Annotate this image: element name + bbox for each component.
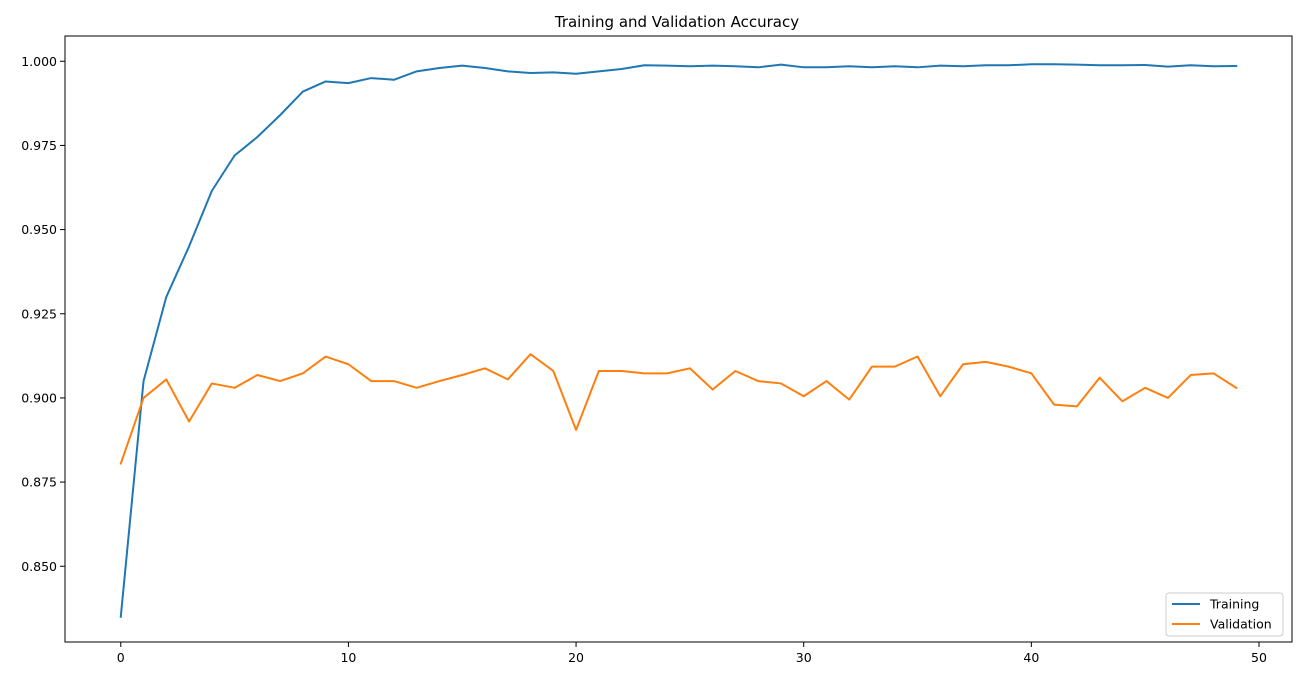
series-lines: [119, 63, 1238, 618]
series-line-validation: [119, 353, 1238, 465]
series-line-training: [119, 63, 1238, 618]
x-tick-label: 30: [796, 650, 812, 665]
y-axis: 0.850 0.875 0.900 0.925 0.950 0.975 1.000: [21, 54, 65, 574]
y-tick-label: 0.975: [21, 138, 57, 153]
y-tick-label: 1.000: [21, 54, 57, 69]
y-tick-label: 0.900: [21, 390, 57, 405]
x-tick-label: 40: [1023, 650, 1039, 665]
x-tick-label: 10: [340, 650, 356, 665]
chart-title: Training and Validation Accuracy: [554, 13, 799, 31]
legend-label-training: Training: [1209, 597, 1259, 612]
x-tick-label: 20: [568, 650, 584, 665]
x-tick-label: 50: [1251, 650, 1267, 665]
x-tick-label: 0: [117, 650, 125, 665]
y-tick-label: 0.950: [21, 222, 57, 237]
y-tick-label: 0.850: [21, 559, 57, 574]
plot-area-frame: [64, 35, 1293, 643]
legend-label-validation: Validation: [1210, 617, 1272, 632]
legend: Training Validation: [1165, 592, 1284, 637]
y-tick-label: 0.925: [21, 306, 57, 321]
y-tick-label: 0.875: [21, 475, 57, 490]
x-axis: 0 10 20 30 40 50: [117, 642, 1267, 665]
